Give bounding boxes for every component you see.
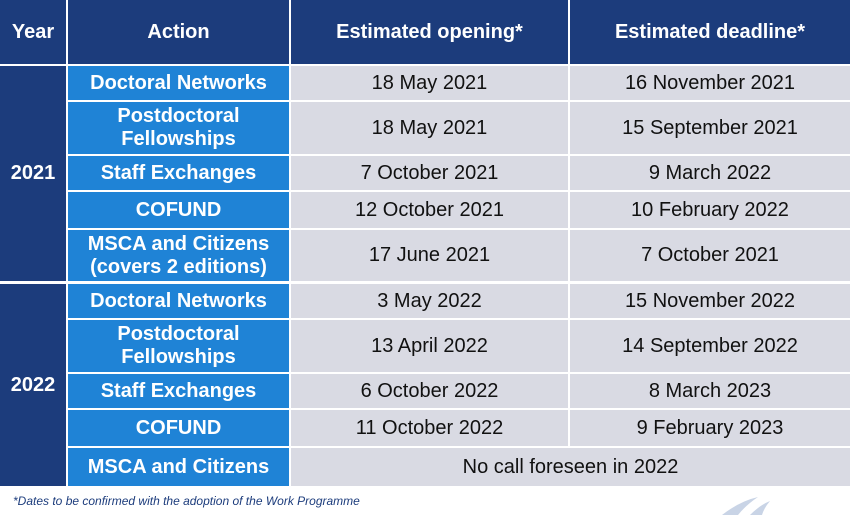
no-call-cell: No call foreseen in 2022 (291, 448, 850, 486)
table-row: 2021 Doctoral Networks 18 May 2021 16 No… (0, 66, 850, 284)
action-cell: Doctoral Networks (68, 66, 291, 102)
deadline-cell: 9 February 2023 (570, 410, 850, 448)
opening-cell: 17 June 2021 (291, 230, 570, 284)
opening-cell: 3 May 2022 (291, 284, 570, 320)
logo-swoosh-icon (722, 497, 770, 515)
action-cell: Postdoctoral Fellowships (68, 102, 291, 156)
header-row: Year Action Estimated opening* Estimated… (0, 0, 850, 66)
table-row: MSCA and Citizens No call foreseen in 20… (0, 448, 850, 486)
table-row: Staff Exchanges 6 October 2022 8 March 2… (0, 374, 850, 410)
action-cell: MSCA and Citizens (covers 2 editions) (68, 230, 291, 284)
deadline-cell: 8 March 2023 (570, 374, 850, 410)
deadline-cell: 9 March 2022 (570, 156, 850, 192)
opening-cell: 18 May 2021 (291, 102, 570, 156)
action-cell: Doctoral Networks (68, 284, 291, 320)
action-cell: COFUND (68, 410, 291, 448)
action-cell: COFUND (68, 192, 291, 230)
table-row: COFUND 11 October 2022 9 February 2023 (0, 410, 850, 448)
header-deadline: Estimated deadline* (570, 0, 850, 66)
action-cell: Staff Exchanges (68, 156, 291, 192)
call-schedule-table: Year Action Estimated opening* Estimated… (0, 0, 850, 486)
table-row: Postdoctoral Fellowships 18 May 2021 15 … (0, 102, 850, 156)
deadline-cell: 10 February 2022 (570, 192, 850, 230)
action-cell: MSCA and Citizens (68, 448, 291, 486)
deadline-cell: 15 November 2022 (570, 284, 850, 320)
table-row: Postdoctoral Fellowships 13 April 2022 1… (0, 320, 850, 374)
table-row: Staff Exchanges 7 October 2021 9 March 2… (0, 156, 850, 192)
table-row: 2022 Doctoral Networks 3 May 2022 15 Nov… (0, 284, 850, 486)
opening-cell: 13 April 2022 (291, 320, 570, 374)
header-action: Action (68, 0, 291, 66)
action-cell: Postdoctoral Fellowships (68, 320, 291, 374)
footnote: *Dates to be confirmed with the adoption… (13, 494, 360, 508)
year-cell-2022: 2022 (0, 284, 68, 486)
opening-cell: 12 October 2021 (291, 192, 570, 230)
year-cell-2021: 2021 (0, 66, 68, 284)
opening-cell: 11 October 2022 (291, 410, 570, 448)
opening-cell: 18 May 2021 (291, 66, 570, 102)
deadline-cell: 7 October 2021 (570, 230, 850, 284)
deadline-cell: 15 September 2021 (570, 102, 850, 156)
header-year: Year (0, 0, 68, 66)
deadline-cell: 14 September 2022 (570, 320, 850, 374)
opening-cell: 6 October 2022 (291, 374, 570, 410)
table-row: COFUND 12 October 2021 10 February 2022 (0, 192, 850, 230)
opening-cell: 7 October 2021 (291, 156, 570, 192)
action-cell: Staff Exchanges (68, 374, 291, 410)
deadline-cell: 16 November 2021 (570, 66, 850, 102)
table-row: MSCA and Citizens (covers 2 editions) 17… (0, 230, 850, 284)
header-opening: Estimated opening* (291, 0, 570, 66)
